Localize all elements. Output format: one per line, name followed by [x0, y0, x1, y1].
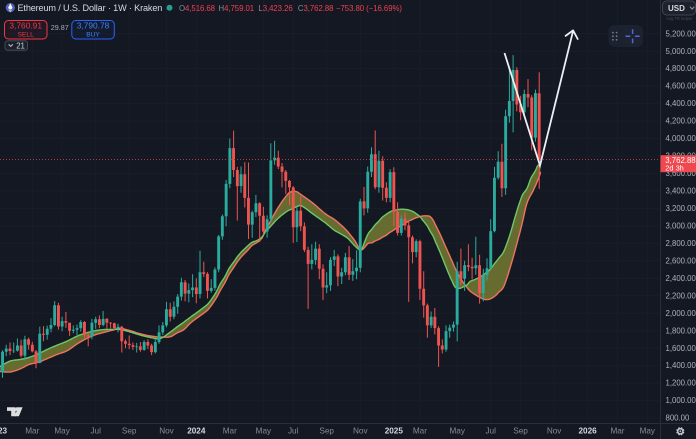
svg-text:4,200.00: 4,200.00 [666, 117, 696, 126]
svg-text:800.00: 800.00 [666, 414, 691, 423]
svg-text:1,400.00: 1,400.00 [666, 361, 696, 370]
svg-text:SELL: SELL [18, 31, 34, 38]
svg-text:3,200.00: 3,200.00 [666, 204, 696, 213]
svg-text:Jul: Jul [485, 427, 496, 436]
svg-text:3,760.91: 3,760.91 [9, 21, 42, 31]
svg-text:3,790.78: 3,790.78 [77, 21, 110, 31]
svg-text:Nov: Nov [159, 427, 174, 436]
svg-text:5,000.00: 5,000.00 [666, 47, 696, 56]
svg-text:Nov: Nov [547, 427, 562, 436]
svg-text:2,800.00: 2,800.00 [666, 239, 696, 248]
svg-text:2,400.00: 2,400.00 [666, 274, 696, 283]
svg-text:4,600.00: 4,600.00 [666, 82, 696, 91]
svg-text:1,800.00: 1,800.00 [666, 326, 696, 335]
svg-text:1,000.00: 1,000.00 [666, 396, 696, 405]
svg-text:May: May [256, 427, 272, 436]
svg-text:2,200.00: 2,200.00 [666, 291, 696, 300]
svg-text:May: May [54, 427, 70, 436]
svg-text:2d 3h: 2d 3h [665, 164, 684, 173]
svg-text:21: 21 [16, 41, 25, 50]
svg-text:Mar: Mar [25, 427, 39, 436]
svg-text:BUY: BUY [86, 31, 100, 38]
svg-text:29.87: 29.87 [51, 23, 69, 32]
svg-text:H4,759.01: H4,759.01 [219, 4, 255, 13]
svg-text:Sep: Sep [513, 427, 528, 436]
svg-text:1,200.00: 1,200.00 [666, 379, 696, 388]
svg-text:−753.80 (−16.69%): −753.80 (−16.69%) [336, 4, 402, 13]
svg-text:Nov: Nov [353, 427, 368, 436]
svg-text:Jul: Jul [90, 427, 101, 436]
svg-text:L3,423.26: L3,423.26 [258, 4, 292, 13]
svg-text:Ethereum / U.S. Dollar · 1W ·: Ethereum / U.S. Dollar · 1W · Kraken [18, 3, 163, 13]
svg-text:1,600.00: 1,600.00 [666, 344, 696, 353]
svg-text:Mar: Mar [223, 427, 237, 436]
svg-text:Sep: Sep [122, 427, 137, 436]
svg-text:Avg TR helper - tel tel: Avg TR helper - tel tel [666, 16, 696, 21]
svg-text:Jul: Jul [288, 427, 299, 436]
svg-text:2024: 2024 [187, 427, 206, 436]
svg-text:4,000.00: 4,000.00 [666, 134, 696, 143]
svg-text:O4,516.68: O4,516.68 [179, 4, 215, 13]
svg-text:May: May [449, 427, 465, 436]
svg-text:23: 23 [0, 427, 7, 436]
svg-text:3,600.00: 3,600.00 [666, 169, 696, 178]
svg-text:4,800.00: 4,800.00 [666, 64, 696, 73]
svg-text:May: May [640, 427, 656, 436]
svg-text:Mar: Mar [413, 427, 427, 436]
svg-text:Sep: Sep [319, 427, 334, 436]
svg-text:3,762.88: 3,762.88 [665, 156, 695, 165]
svg-text:USD: USD [668, 4, 685, 13]
svg-text:4,400.00: 4,400.00 [666, 99, 696, 108]
svg-text:5,200.00: 5,200.00 [666, 29, 696, 38]
svg-text:2,600.00: 2,600.00 [666, 256, 696, 265]
svg-text:2026: 2026 [578, 427, 597, 436]
svg-text:C3,762.88: C3,762.88 [298, 4, 334, 13]
svg-text:Mar: Mar [610, 427, 624, 436]
svg-text:3,400.00: 3,400.00 [666, 187, 696, 196]
svg-text:2,000.00: 2,000.00 [666, 309, 696, 318]
svg-text:2025: 2025 [385, 427, 404, 436]
svg-text:3,000.00: 3,000.00 [666, 222, 696, 231]
